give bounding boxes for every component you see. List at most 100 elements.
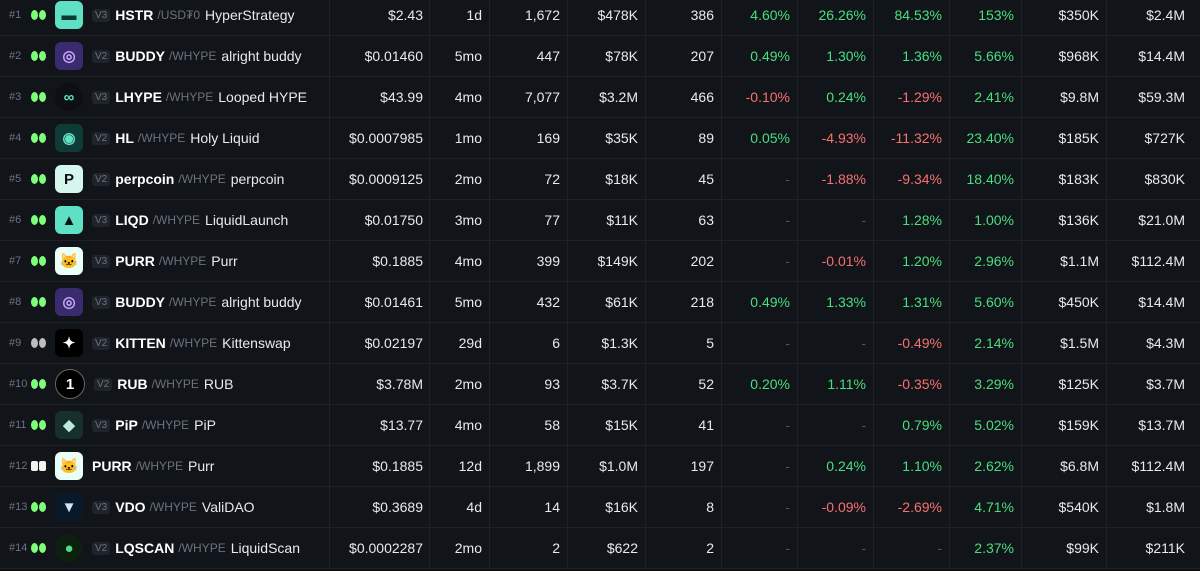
age-cell: 5mo (430, 36, 490, 76)
fdv-cell: $14.4M (1138, 48, 1185, 64)
quote-token: /WHYPE (135, 459, 184, 473)
txns-cell: 6 (490, 323, 568, 363)
token-name: Looped HYPE (218, 89, 307, 105)
watch-eyes-icon[interactable] (31, 50, 49, 62)
pool-version-badge: V3 (92, 8, 111, 22)
token-logo-icon: ✦ (55, 329, 83, 357)
liquidity-cell: $6.8M (1022, 446, 1107, 486)
token-logo-icon: ◉ (55, 124, 83, 152)
age-cell: 4mo (430, 405, 490, 445)
table-row[interactable]: #12 🐱 PURR /WHYPE Purr $0.1885 12d 1,899… (0, 446, 1200, 487)
table-row[interactable]: #13 ▼ V3 VDO /WHYPE ValiDAO $0.3689 4d 1… (0, 487, 1200, 528)
change-24h-cell: 2.96% (950, 241, 1022, 281)
token-cell[interactable]: #12 🐱 PURR /WHYPE Purr (0, 446, 330, 486)
token-cell[interactable]: #3 ∞ V3 LHYPE /WHYPE Looped HYPE (0, 77, 330, 117)
watch-eyes-icon[interactable] (31, 132, 49, 144)
token-cell[interactable]: #14 ● V2 LQSCAN /WHYPE LiquidScan (0, 528, 330, 568)
token-cell[interactable]: #1 ▬ V3 HSTR /USD₮0 HyperStrategy (0, 0, 330, 35)
makers-cell: 2 (646, 528, 722, 568)
age-cell: 2mo (430, 159, 490, 199)
volume-cell: $622 (568, 528, 646, 568)
quote-token: /WHYPE (169, 336, 218, 350)
makers-cell: 52 (646, 364, 722, 404)
token-logo-icon: P (55, 165, 83, 193)
change-1h-cell: 1.30% (798, 36, 874, 76)
change-5m-cell: -0.10% (722, 77, 798, 117)
token-cell[interactable]: #6 ▲ V3 LIQD /WHYPE LiquidLaunch (0, 200, 330, 240)
quote-token: /WHYPE (141, 418, 190, 432)
fdv-cell: $830K (1144, 171, 1185, 187)
makers-cell: 466 (646, 77, 722, 117)
table-row[interactable]: #4 ◉ V2 HL /WHYPE Holy Liquid $0.0007985… (0, 118, 1200, 159)
token-cell[interactable]: #9 ✦ V2 KITTEN /WHYPE Kittenswap (0, 323, 330, 363)
fdv-cell: $4.3M (1146, 335, 1185, 351)
change-6h-cell: 0.79% (874, 405, 950, 445)
token-cell[interactable]: #5 P V2 perpcoin /WHYPE perpcoin (0, 159, 330, 199)
token-name: Purr (188, 458, 215, 474)
table-row[interactable]: #10 1 V2 RUB /WHYPE RUB $3.78M 2mo 93 $3… (0, 364, 1200, 405)
watch-eyes-icon[interactable] (31, 419, 49, 431)
token-symbol: LHYPE (115, 89, 162, 105)
rank: #11 (9, 419, 27, 431)
pool-version-badge: V2 (92, 172, 111, 186)
pool-version-badge: V3 (92, 295, 111, 309)
change-1h-cell: - (798, 405, 874, 445)
table-row[interactable]: #2 ◎ V2 BUDDY /WHYPE alright buddy $0.01… (0, 36, 1200, 77)
change-5m-cell: - (722, 487, 798, 527)
token-cell[interactable]: #2 ◎ V2 BUDDY /WHYPE alright buddy (0, 36, 330, 76)
watch-eyes-icon[interactable] (31, 173, 49, 185)
token-cell[interactable]: #10 1 V2 RUB /WHYPE RUB (0, 364, 330, 404)
change-5m-cell: 4.60% (722, 0, 798, 35)
token-name: Purr (211, 253, 238, 269)
table-row[interactable]: #1 ▬ V3 HSTR /USD₮0 HyperStrategy $2.43 … (0, 0, 1200, 36)
age-cell: 12d (430, 446, 490, 486)
token-cell[interactable]: #11 ◆ V3 PiP /WHYPE PiP (0, 405, 330, 445)
table-row[interactable]: #6 ▲ V3 LIQD /WHYPE LiquidLaunch $0.0175… (0, 200, 1200, 241)
price-cell: $0.1885 (330, 446, 430, 486)
volume-cell: $18K (568, 159, 646, 199)
change-24h-cell: 1.00% (950, 200, 1022, 240)
table-row[interactable]: #9 ✦ V2 KITTEN /WHYPE Kittenswap $0.0219… (0, 323, 1200, 364)
pool-version-badge: V3 (92, 90, 111, 104)
token-cell[interactable]: #7 🐱 V3 PURR /WHYPE Purr (0, 241, 330, 281)
change-1h-cell: -0.09% (798, 487, 874, 527)
table-row[interactable]: #3 ∞ V3 LHYPE /WHYPE Looped HYPE $43.99 … (0, 77, 1200, 118)
rank: #4 (9, 132, 22, 144)
token-logo-icon: 🐱 (55, 247, 83, 275)
quote-token: /WHYPE (169, 49, 217, 63)
watch-eyes-icon[interactable] (31, 542, 49, 554)
token-logo-icon: 1 (55, 369, 85, 399)
watch-eyes-icon[interactable] (31, 214, 49, 226)
change-5m-cell: - (722, 405, 798, 445)
table-row[interactable]: #5 P V2 perpcoin /WHYPE perpcoin $0.0009… (0, 159, 1200, 200)
token-cell[interactable]: #13 ▼ V3 VDO /WHYPE ValiDAO (0, 487, 330, 527)
token-name: RUB (203, 376, 234, 392)
token-logo-icon: ◆ (55, 411, 83, 439)
age-cell: 1d (430, 0, 490, 35)
token-cell[interactable]: #8 ◎ V3 BUDDY /WHYPE alright buddy (0, 282, 330, 322)
change-6h-cell: -11.32% (874, 118, 950, 158)
token-cell[interactable]: #4 ◉ V2 HL /WHYPE Holy Liquid (0, 118, 330, 158)
watch-eyes-icon[interactable] (31, 501, 49, 513)
watch-eyes-icon[interactable] (31, 378, 49, 390)
volume-cell: $149K (568, 241, 646, 281)
watch-eyes-icon[interactable] (31, 337, 49, 349)
watch-eyes-icon[interactable] (31, 460, 49, 472)
watch-eyes-icon[interactable] (31, 255, 49, 267)
age-cell: 29d (430, 323, 490, 363)
liquidity-cell: $99K (1022, 528, 1107, 568)
table-row[interactable]: #8 ◎ V3 BUDDY /WHYPE alright buddy $0.01… (0, 282, 1200, 323)
token-logo-icon: ◎ (55, 288, 83, 316)
table-row[interactable]: #11 ◆ V3 PiP /WHYPE PiP $13.77 4mo 58 $1… (0, 405, 1200, 446)
token-symbol: BUDDY (115, 48, 166, 64)
price-cell: $0.01461 (330, 282, 430, 322)
watch-eyes-icon[interactable] (31, 91, 49, 103)
watch-eyes-icon[interactable] (31, 296, 49, 308)
table-row[interactable]: #7 🐱 V3 PURR /WHYPE Purr $0.1885 4mo 399… (0, 241, 1200, 282)
watch-eyes-icon[interactable] (31, 9, 49, 21)
change-1h-cell: - (798, 528, 874, 568)
pool-version-badge: V2 (92, 541, 111, 555)
liquidity-cell: $185K (1022, 118, 1107, 158)
change-6h-cell: -0.49% (874, 323, 950, 363)
table-row[interactable]: #14 ● V2 LQSCAN /WHYPE LiquidScan $0.000… (0, 528, 1200, 569)
